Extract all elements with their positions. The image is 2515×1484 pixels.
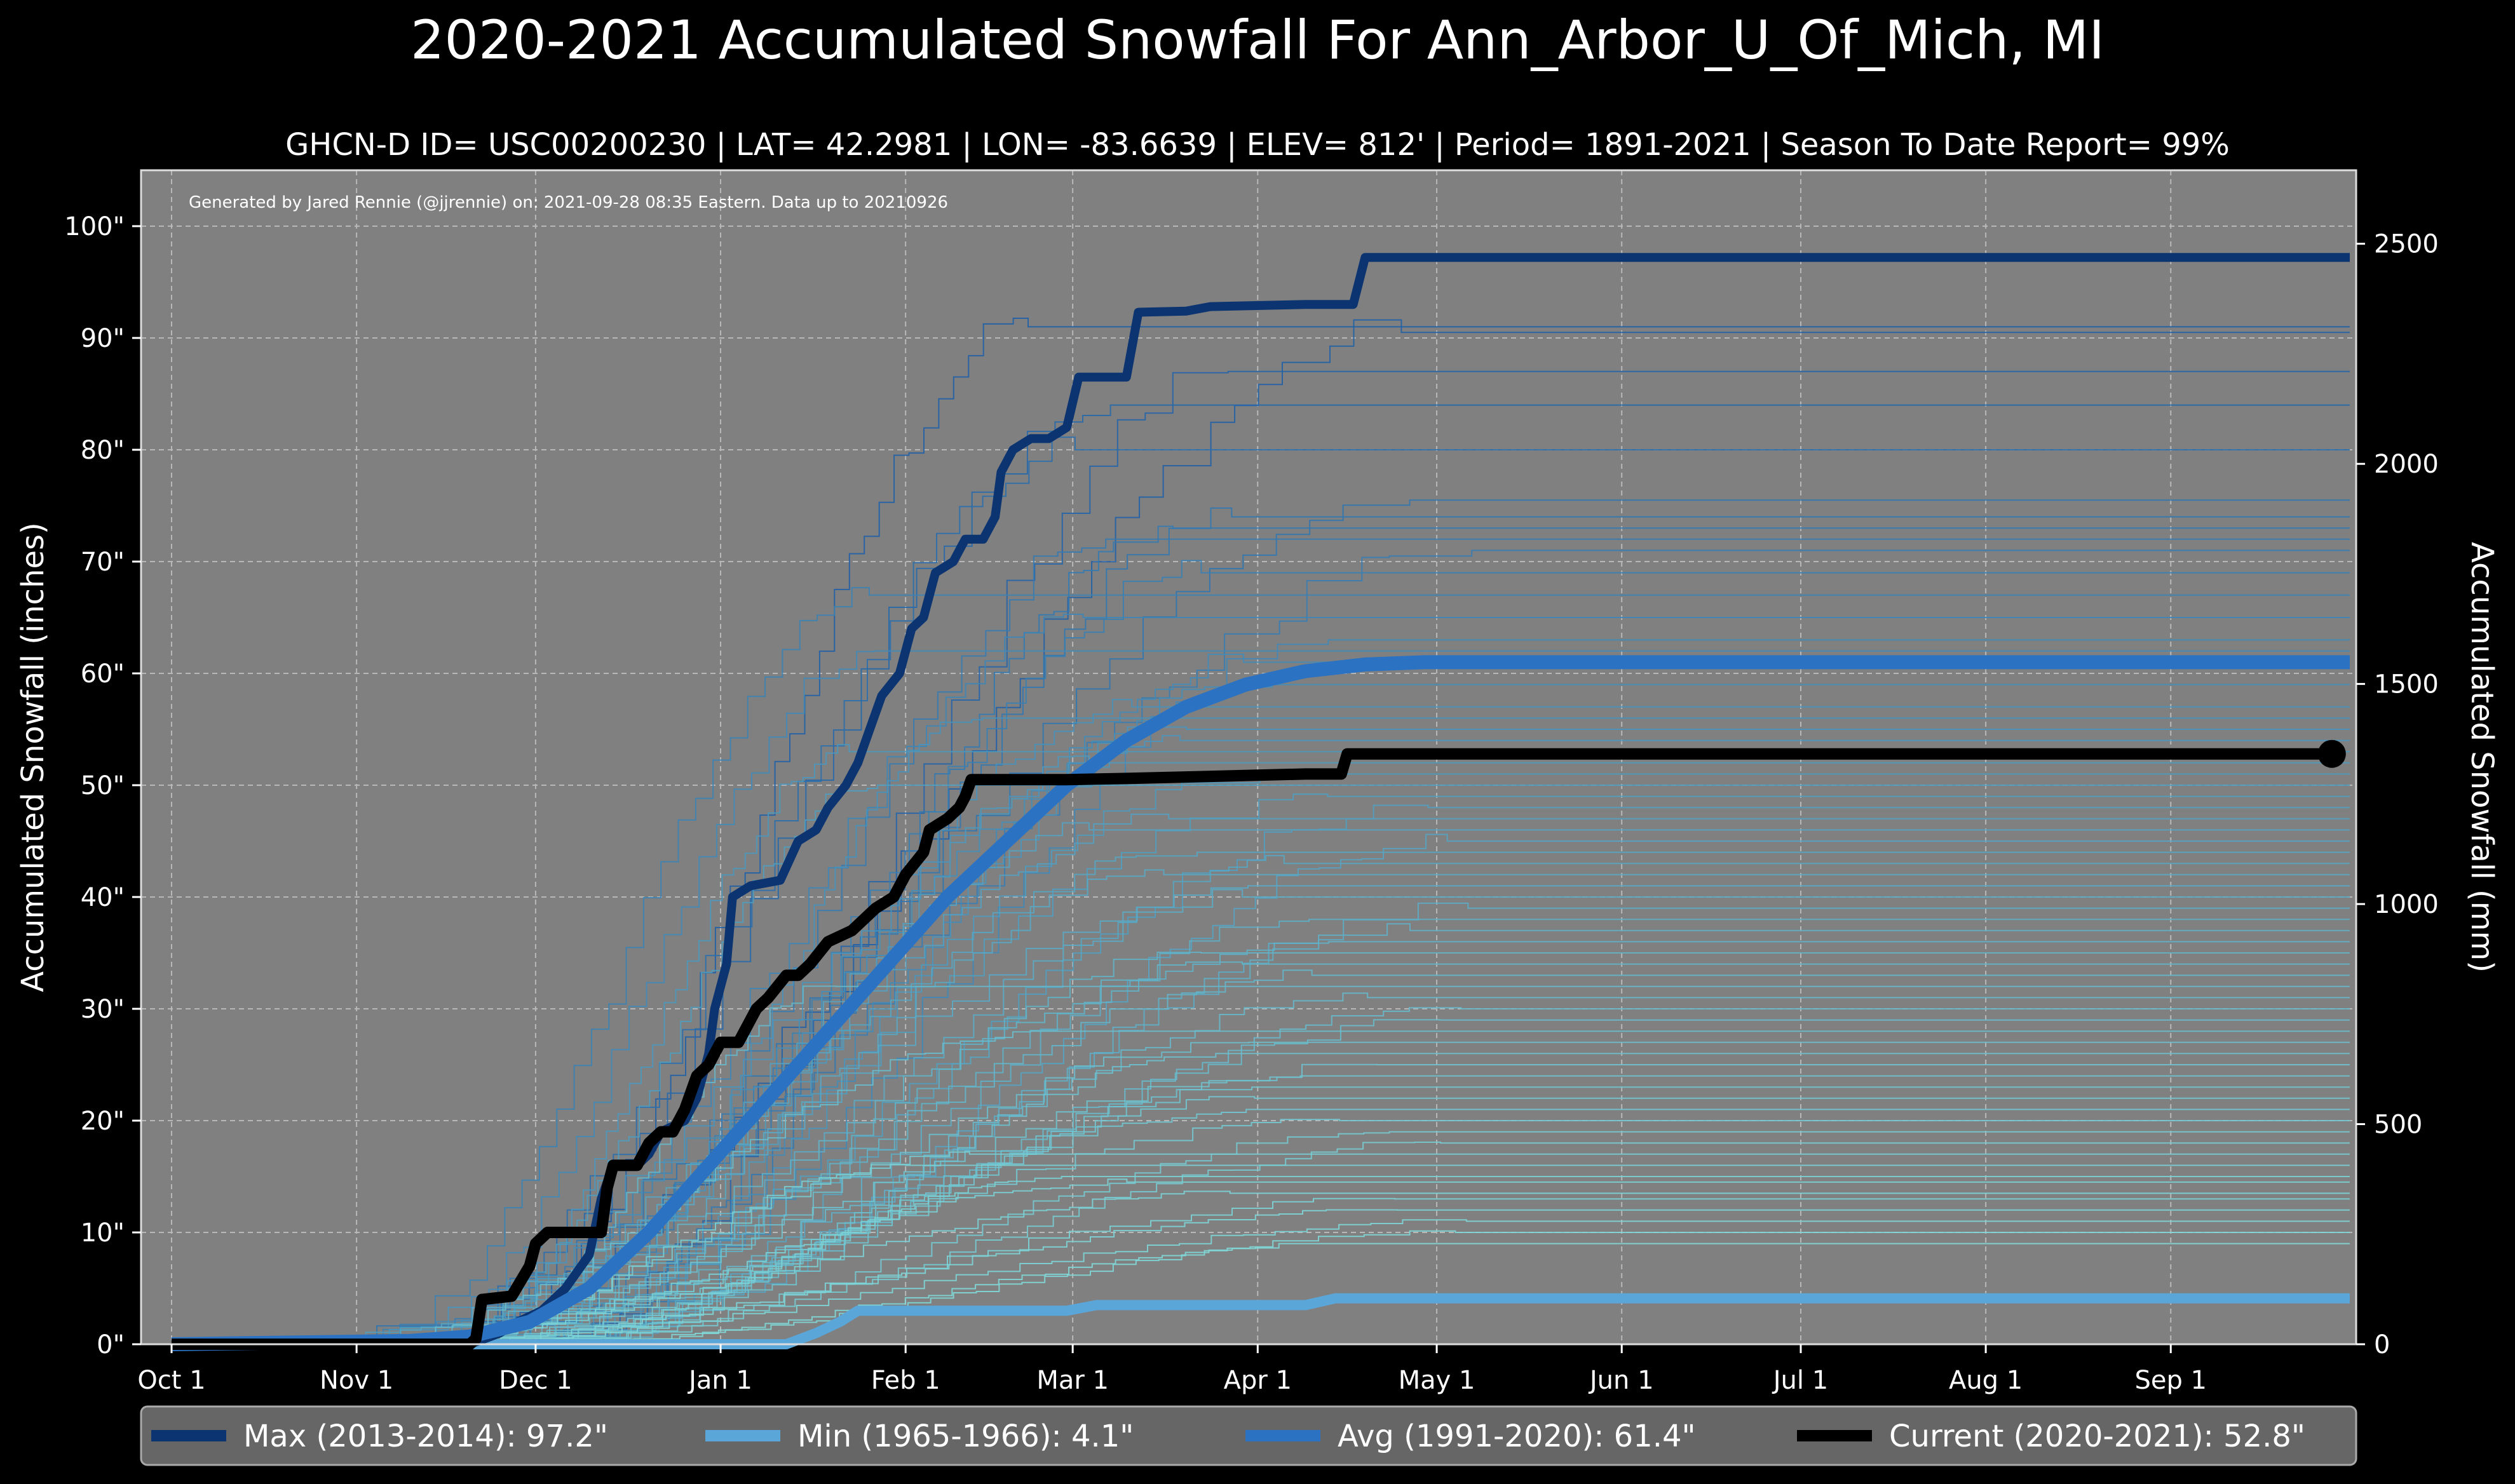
x-tick-label: Dec 1	[499, 1366, 573, 1395]
historical-season-line	[172, 1209, 2350, 1345]
y-tick-label: 60"	[81, 659, 125, 689]
historical-season-line	[172, 785, 2350, 1345]
historical-season-line	[172, 370, 2350, 1345]
historical-season-line	[172, 1063, 2350, 1345]
chart-subtitle: GHCN-D ID= USC00200230 | LAT= 42.2981 | …	[285, 127, 2230, 163]
historical-season-line	[172, 1230, 2350, 1345]
plot-frame	[140, 169, 2357, 1346]
legend-label: Current (2020-2021): 52.8"	[1889, 1419, 2305, 1454]
historical-season-line	[172, 587, 2350, 1345]
y-tick-label: 40"	[81, 883, 125, 912]
x-tick-label: Jul 1	[1772, 1366, 1828, 1395]
historical-season-line	[172, 538, 2350, 1345]
x-tick-label: Aug 1	[1949, 1366, 2023, 1395]
main-series-group	[171, 253, 2350, 1351]
historical-season-line	[172, 923, 2350, 1345]
x-tick-label: Feb 1	[871, 1366, 940, 1395]
historical-season-line	[172, 654, 2350, 1345]
y-tick-label: 90"	[81, 324, 125, 353]
series-line-current	[172, 748, 2332, 1350]
legend: Max (2013-2014): 97.2" Min (1965-1966): 4…	[140, 1405, 2357, 1466]
credit-text: Generated by Jared Rennie (@jjrennie) on…	[189, 193, 948, 212]
historical-season-line	[172, 1219, 2350, 1345]
y-axis-label-right: Accumulated Snowfall (mm)	[2464, 542, 2500, 973]
x-axis-ticks: Oct 1 Nov 1 Dec 1 Jan 1 Feb 1 Mar 1 Apr 1 May 1…	[137, 1344, 2207, 1395]
historical-season-line	[172, 1086, 2350, 1345]
x-tick-label: Sep 1	[2134, 1366, 2207, 1395]
x-tick-label: Nov 1	[320, 1366, 393, 1395]
historical-season-line	[172, 919, 2350, 1345]
y-right-tick-label: 2000	[2374, 450, 2439, 479]
historical-season-line	[172, 833, 2350, 1345]
y-right-tick-label: 2500	[2374, 230, 2439, 259]
x-tick-label: Apr 1	[1224, 1366, 1292, 1395]
y-tick-label: 20"	[81, 1107, 125, 1136]
historical-season-line	[172, 1030, 2350, 1345]
y-tick-label: 80"	[81, 436, 125, 465]
legend-items: Max (2013-2014): 97.2" Min (1965-1966): 4…	[151, 1419, 2305, 1454]
y-tick-label: 100"	[64, 212, 125, 241]
historical-season-line	[172, 773, 2350, 1345]
y-tick-label: 10"	[81, 1218, 125, 1248]
x-tick-label: Mar 1	[1036, 1366, 1109, 1395]
x-tick-label: Jun 1	[1588, 1366, 1654, 1395]
series-line-min	[172, 1293, 2350, 1349]
historical-season-line	[172, 1176, 2350, 1345]
historical-season-line	[172, 507, 2350, 1345]
y-axis-ticks-right: 0 500 1000 1500 2000 2500	[2356, 230, 2439, 1359]
y-axis-ticks-left: 0" 10" 20" 30" 40" 50" 60" 70" 80" 90" 100"	[64, 212, 141, 1359]
y-tick-label: 50"	[81, 771, 125, 800]
historical-season-line	[172, 614, 2350, 1345]
legend-label: Min (1965-1966): 4.1"	[797, 1419, 1134, 1454]
y-right-tick-label: 500	[2374, 1110, 2422, 1140]
x-tick-label: May 1	[1399, 1366, 1475, 1395]
historical-season-line	[172, 1142, 2350, 1345]
y-right-tick-label: 0	[2374, 1330, 2390, 1359]
y-right-tick-label: 1000	[2374, 890, 2439, 919]
chart-title: 2020-2021 Accumulated Snowfall For Ann_A…	[410, 9, 2105, 71]
series-line-avg	[171, 655, 2350, 1351]
legend-label: Avg (1991-2020): 61.4"	[1338, 1419, 1696, 1454]
historical-season-line	[172, 1109, 2350, 1345]
current-endpoint-marker	[2317, 739, 2346, 768]
historical-season-line	[172, 525, 2350, 1345]
historical-season-line	[172, 404, 2350, 1345]
y-right-tick-label: 1500	[2374, 670, 2439, 699]
x-tick-label: Jan 1	[687, 1366, 752, 1395]
historical-season-line	[172, 744, 2350, 1345]
y-axis-label-left: Accumulated Snowfall (inches)	[15, 522, 51, 992]
x-tick-label: Oct 1	[137, 1366, 205, 1395]
y-tick-label: 30"	[81, 995, 125, 1024]
y-tick-label: 0"	[97, 1330, 125, 1359]
legend-label: Max (2013-2014): 97.2"	[243, 1419, 608, 1454]
y-tick-label: 70"	[81, 548, 125, 577]
series-layer	[171, 253, 2350, 1351]
